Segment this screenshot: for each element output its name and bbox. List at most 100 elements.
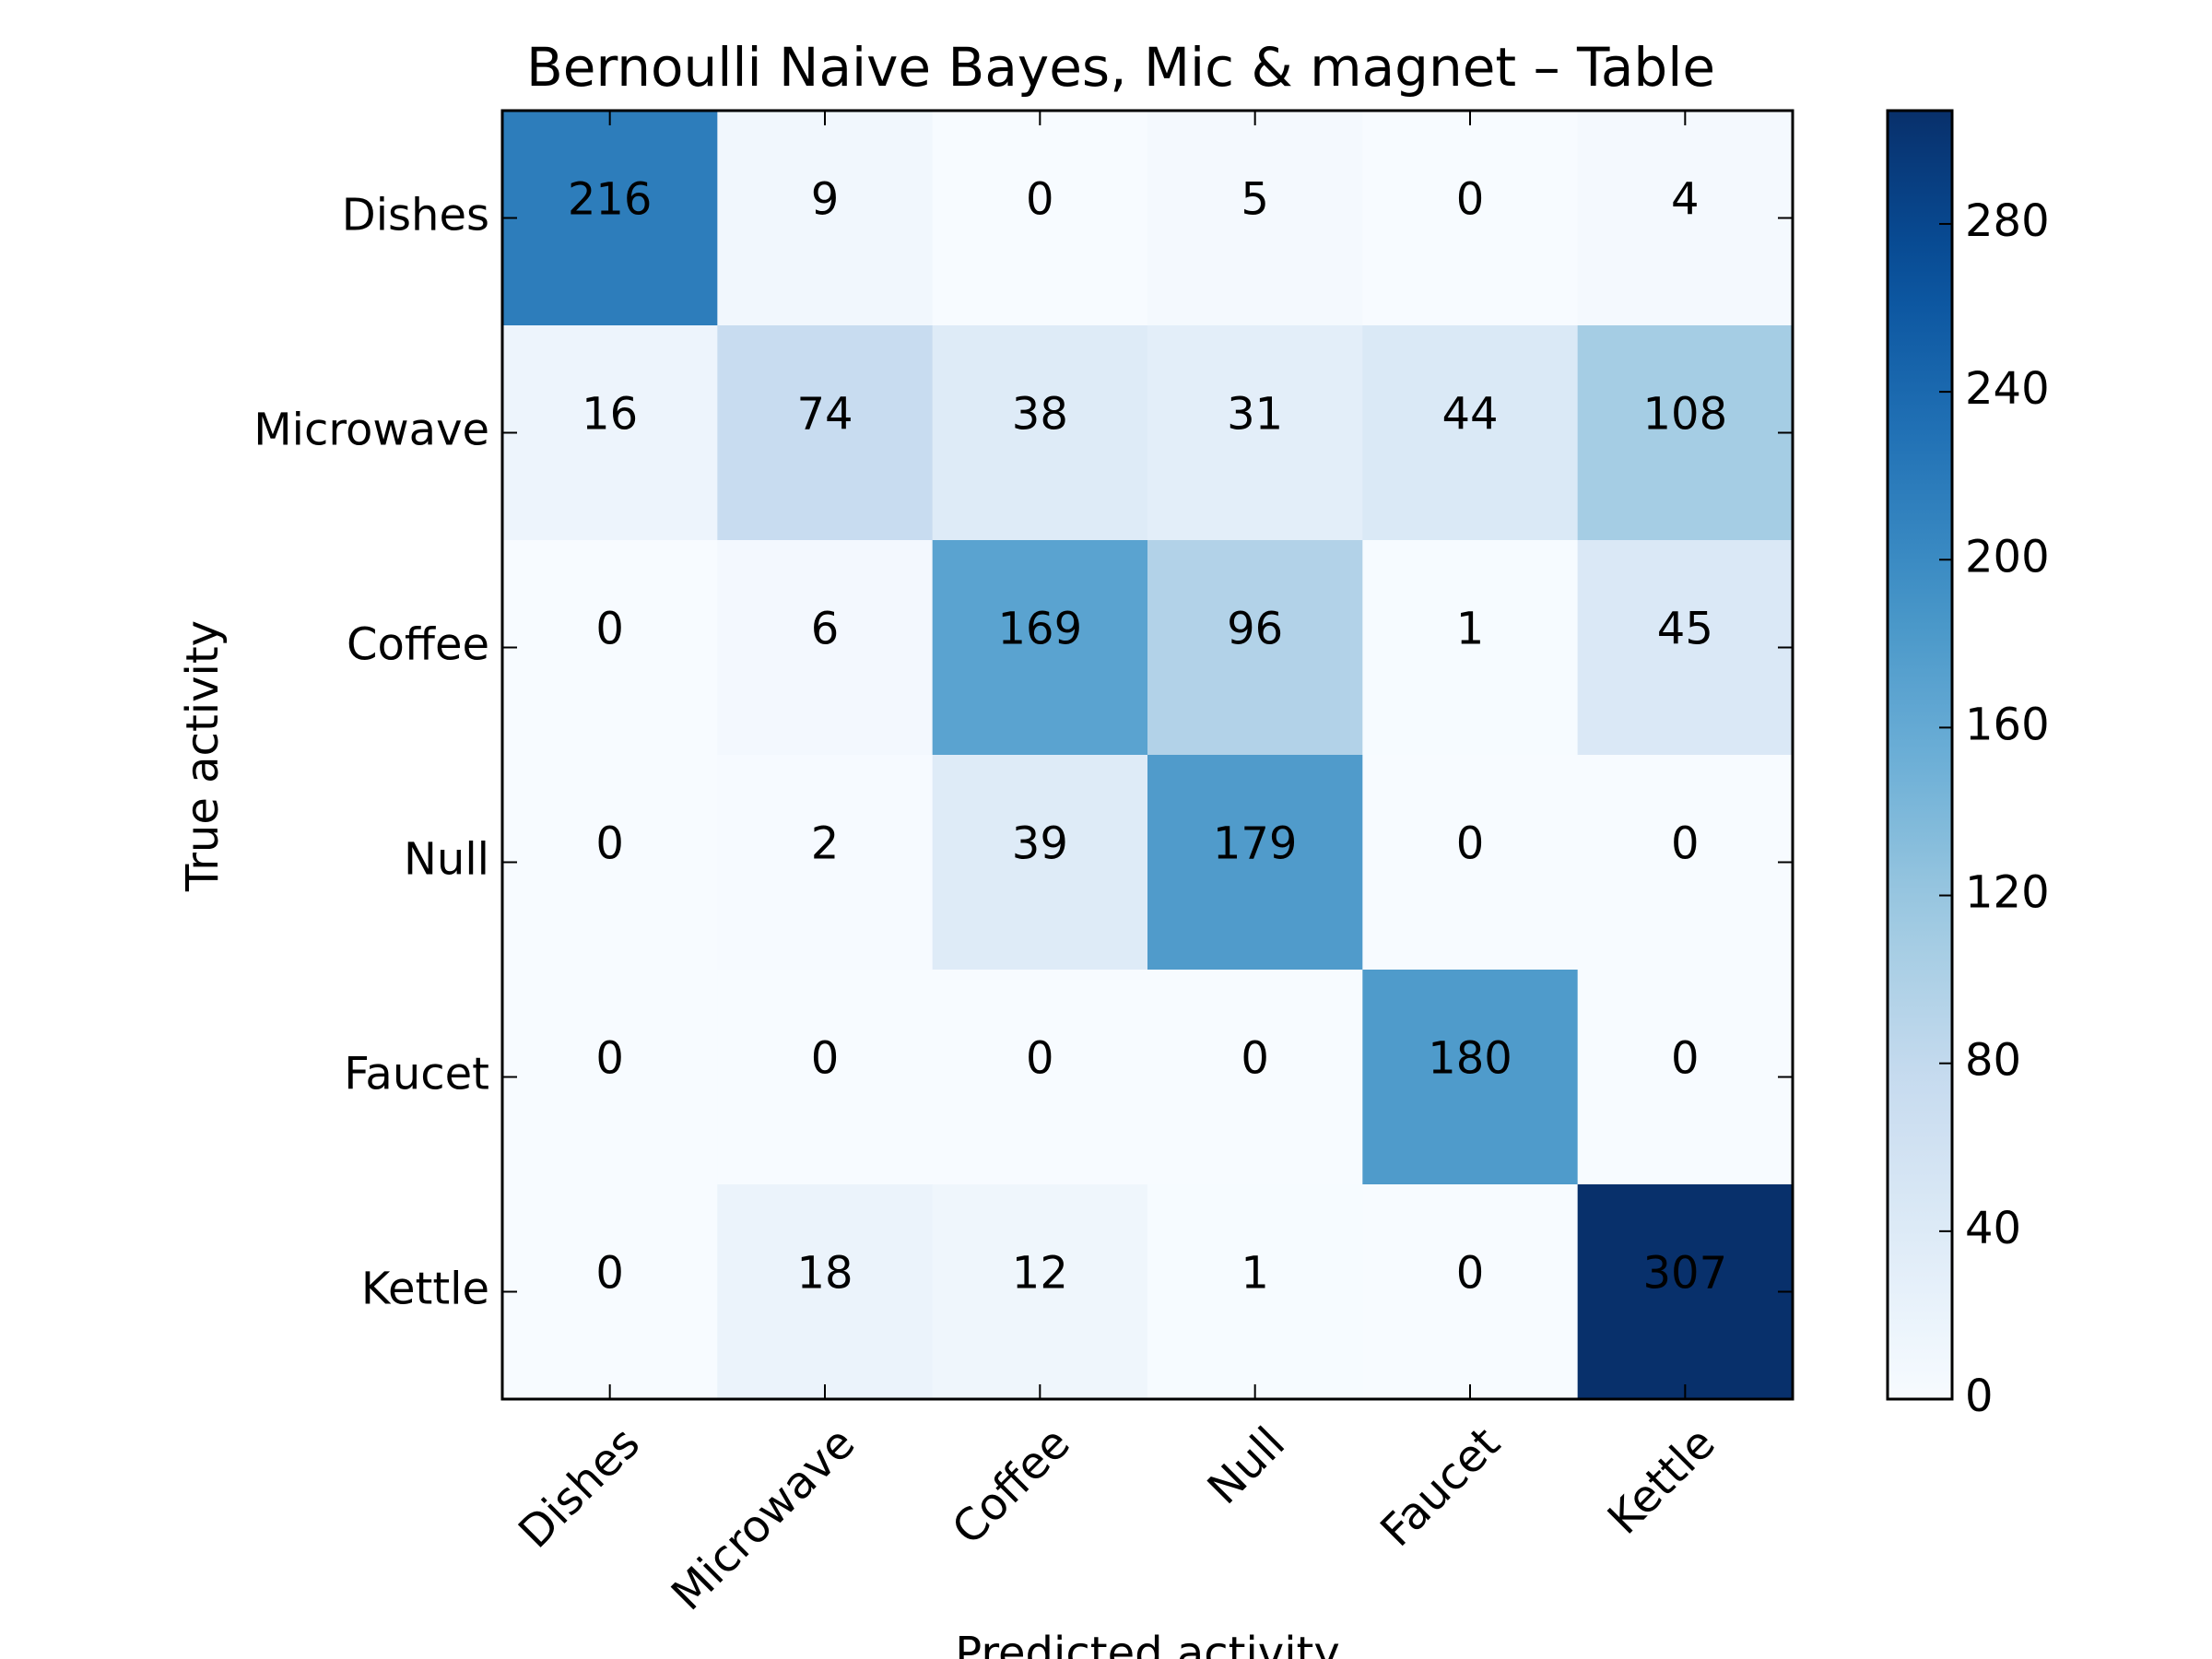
matrix-cell: [717, 970, 934, 1185]
matrix-cell: [1147, 970, 1363, 1185]
cell-value-label: 1: [1241, 1248, 1269, 1300]
y-tick-label: Faucet: [344, 1049, 489, 1100]
cell-value-label: 44: [1441, 389, 1498, 441]
plot-frame: [500, 109, 1794, 1401]
matrix-cell: [1577, 111, 1794, 326]
y-tick-label: Null: [404, 834, 489, 886]
matrix-cell: [1577, 1184, 1794, 1400]
x-tick-label: Coffee: [943, 1418, 1080, 1555]
cell-value-label: 18: [796, 1248, 853, 1300]
x-tick-label: Kettle: [1598, 1418, 1725, 1545]
cell-value-label: 0: [595, 818, 624, 870]
cell-value-label: 2: [811, 818, 840, 870]
matrix-cell: [1577, 755, 1794, 971]
matrix-cell: [1362, 755, 1579, 971]
matrix-cell: [932, 970, 1148, 1185]
cell-value-label: 0: [1671, 818, 1700, 870]
matrix-cell: [932, 755, 1148, 971]
colorbar-tick-label: 80: [1965, 1035, 2021, 1087]
matrix-cell: [932, 1184, 1148, 1400]
matrix-cell: [717, 325, 934, 541]
cell-value-label: 39: [1012, 818, 1068, 870]
cell-value-label: 31: [1227, 389, 1283, 441]
cell-value-label: 38: [1012, 389, 1068, 441]
colorbar: [1886, 109, 1954, 1401]
cell-value-label: 1: [1456, 604, 1485, 655]
cell-value-label: 0: [1026, 174, 1054, 226]
x-tick-label: Microwave: [662, 1418, 865, 1620]
x-tick-label: Faucet: [1371, 1418, 1510, 1557]
cell-value-label: 216: [568, 174, 653, 226]
cell-value-label: 0: [1456, 1248, 1485, 1300]
matrix-cell: [717, 111, 934, 326]
cell-value-label: 179: [1213, 818, 1298, 870]
matrix-cell: [502, 111, 718, 326]
colorbar-tick-label: 240: [1965, 363, 2050, 415]
colorbar-tick-label: 120: [1965, 867, 2050, 919]
cell-value-label: 5: [1241, 174, 1269, 226]
cell-value-label: 74: [796, 389, 853, 441]
chart-title: Bernoulli Naive Bayes, Mic & magnet – Ta…: [526, 36, 1715, 99]
cell-value-label: 12: [1012, 1248, 1068, 1300]
matrix-cell: [1362, 325, 1579, 541]
matrix-cell: [1362, 1184, 1579, 1400]
matrix-cell: [932, 540, 1148, 756]
matrix-cell: [717, 755, 934, 971]
cell-value-label: 307: [1643, 1248, 1728, 1300]
matrix-cell: [1362, 970, 1579, 1185]
matrix-cell: [502, 755, 718, 971]
y-tick-label: Microwave: [253, 405, 489, 456]
colorbar-tick-label: 200: [1965, 531, 2050, 582]
colorbar-tick-label: 280: [1965, 195, 2050, 247]
matrix-cell: [932, 111, 1148, 326]
x-tick-label: Dishes: [509, 1418, 650, 1559]
matrix-cell: [1147, 540, 1363, 756]
cell-value-label: 16: [582, 389, 638, 441]
colorbar-tick-label: 160: [1965, 699, 2050, 750]
matrix-cell: [502, 1184, 718, 1400]
cell-value-label: 9: [811, 174, 840, 226]
matrix-cell: [1362, 111, 1579, 326]
colorbar-tick-label: 0: [1965, 1371, 1994, 1422]
cell-value-label: 0: [595, 1248, 624, 1300]
matrix-cells: [502, 111, 1794, 1400]
matrix-cell: [502, 970, 718, 1185]
matrix-cell: [1577, 970, 1794, 1185]
cell-value-label: 0: [1241, 1033, 1269, 1085]
matrix-cell: [717, 1184, 934, 1400]
cell-value-label: 96: [1227, 604, 1283, 655]
y-axis-ticks: Dishes Microwave Coffee Null Faucet Kettle: [253, 190, 1793, 1315]
matrix-cell-labels: 216 9 0 5 0 4 16 74 38 31 44 108 0 6 169 96 1 45 0 2 39 179 0 0…: [568, 174, 1727, 1300]
matrix-cell: [1577, 325, 1794, 541]
colorbar-tick-label: 40: [1965, 1203, 2021, 1254]
x-tick-label: Null: [1198, 1418, 1295, 1514]
cell-value-label: 0: [1456, 174, 1485, 226]
matrix-cell: [502, 325, 718, 541]
x-axis-label: Predicted activity: [955, 1628, 1340, 1659]
matrix-cell: [1147, 1184, 1363, 1400]
matrix-cell: [1147, 111, 1363, 326]
cell-value-label: 0: [595, 604, 624, 655]
matrix-cell: [717, 540, 934, 756]
matrix-cell: [502, 540, 718, 756]
y-axis-label: True activity: [177, 620, 229, 892]
colorbar-ticks: 0 40 80 120 160 200 240 280: [1939, 195, 2050, 1422]
y-tick-label: Kettle: [361, 1264, 489, 1315]
cell-value-label: 180: [1428, 1033, 1512, 1085]
matrix-cell: [1147, 325, 1363, 541]
cell-value-label: 4: [1671, 174, 1700, 226]
y-tick-label: Dishes: [342, 190, 489, 241]
cell-value-label: 0: [1026, 1033, 1054, 1085]
cell-value-label: 0: [811, 1033, 840, 1085]
cell-value-label: 0: [1671, 1033, 1700, 1085]
matrix-cell: [1147, 755, 1363, 971]
cell-value-label: 108: [1643, 389, 1728, 441]
cell-value-label: 169: [998, 604, 1083, 655]
matrix-cell: [1577, 540, 1794, 756]
cell-value-label: 45: [1657, 604, 1713, 655]
cell-value-label: 0: [595, 1033, 624, 1085]
cell-value-label: 0: [1456, 818, 1485, 870]
matrix-cell: [1362, 540, 1579, 756]
y-tick-label: Coffee: [347, 619, 489, 671]
